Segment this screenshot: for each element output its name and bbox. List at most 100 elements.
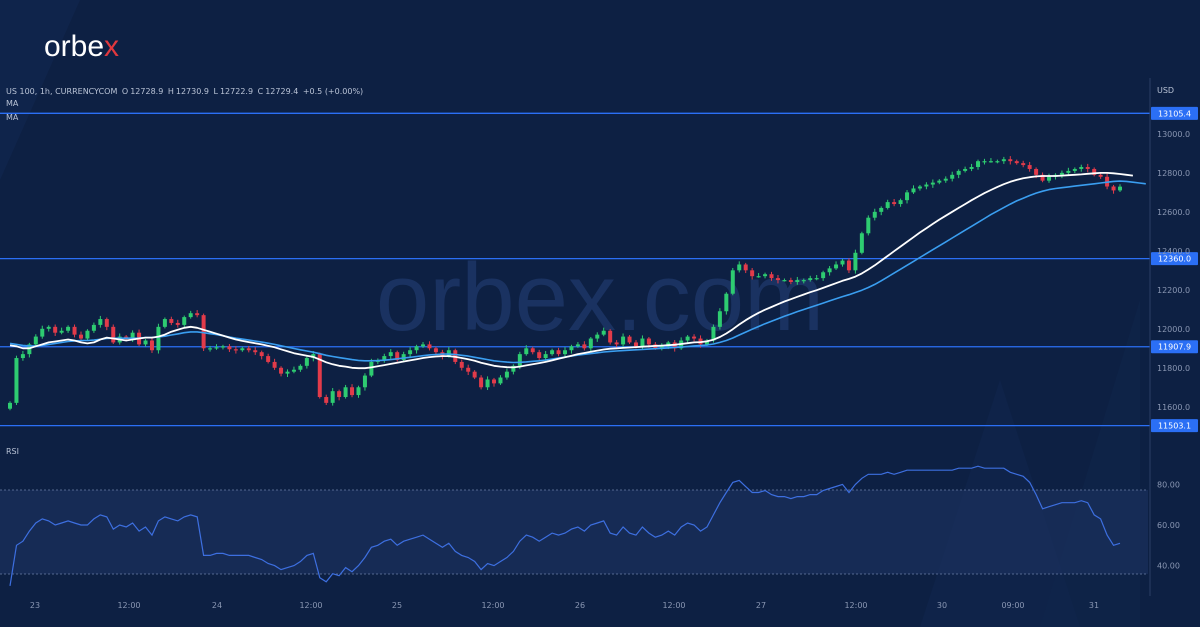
- level-label: 13105.4: [1158, 109, 1191, 118]
- candle: [930, 182, 935, 185]
- candle: [905, 192, 910, 201]
- ma-indicator-label-1[interactable]: MA: [6, 99, 19, 108]
- price-tick-label: 12400.0: [1157, 247, 1190, 256]
- candle: [892, 202, 897, 205]
- time-tick-label: 12:00: [117, 601, 140, 610]
- candle: [272, 361, 277, 368]
- candle: [879, 207, 884, 212]
- candle: [537, 352, 542, 359]
- candle: [317, 354, 322, 398]
- candle: [433, 348, 438, 353]
- candle: [711, 326, 716, 341]
- candle: [175, 322, 180, 325]
- candle: [737, 264, 742, 271]
- candle: [149, 340, 154, 351]
- candle: [485, 379, 490, 388]
- rsi-tick-label: 80.00: [1157, 480, 1180, 489]
- symbol-header: US 100, 1h, CURRENCYCOM O 12728.9 H 12730.…: [6, 87, 365, 96]
- candle: [53, 326, 58, 333]
- candle: [943, 178, 948, 181]
- candle: [337, 391, 342, 398]
- candle: [853, 252, 858, 271]
- time-axis[interactable]: 23 12:00 24 12:00 25 12:00 26 12:00 27 12:00 30 09:…: [30, 601, 1099, 610]
- candle: [608, 330, 613, 343]
- price-tick-label: 12600.0: [1157, 208, 1190, 217]
- candle: [414, 346, 419, 351]
- candle: [846, 260, 851, 271]
- candle: [446, 350, 451, 357]
- candle: [7, 402, 13, 409]
- candle: [1021, 163, 1026, 166]
- candle: [834, 264, 839, 269]
- candle: [246, 348, 251, 351]
- rsi-indicator-label[interactable]: RSI: [6, 447, 19, 456]
- candle: [343, 387, 348, 398]
- candle: [59, 330, 64, 333]
- candle: [704, 340, 709, 345]
- open-label: O: [121, 87, 129, 96]
- candle: [750, 270, 755, 277]
- candle: [614, 342, 619, 345]
- currency-label: USD: [1157, 86, 1175, 95]
- rsi-axis[interactable]: 80.00 60.00 40.00: [1157, 480, 1180, 570]
- candle: [866, 217, 871, 234]
- candle: [91, 324, 96, 331]
- time-tick-label: 12:00: [662, 601, 685, 610]
- candle: [220, 346, 225, 348]
- candle: [188, 313, 193, 318]
- candle: [304, 358, 309, 366]
- ma-indicator-label-2[interactable]: MA: [6, 113, 19, 122]
- time-tick-label: 30: [937, 601, 947, 610]
- candle: [562, 350, 568, 355]
- time-tick-label: 12:00: [844, 601, 867, 610]
- candle: [208, 348, 213, 350]
- candle: [601, 330, 606, 335]
- close-value: 12729.4: [265, 87, 299, 96]
- candle: [479, 377, 484, 388]
- time-tick-label: 31: [1089, 601, 1099, 610]
- candle: [14, 358, 19, 403]
- candle: [692, 336, 697, 339]
- level-label: 12360.0: [1158, 255, 1191, 264]
- candle: [143, 340, 148, 345]
- candle: [976, 161, 981, 168]
- candle: [1117, 186, 1123, 191]
- watermark-logo: orbex.com: [376, 244, 824, 351]
- candle: [504, 371, 509, 378]
- candle: [511, 365, 516, 372]
- candle: [1085, 167, 1090, 169]
- candle: [182, 317, 187, 325]
- candle: [743, 264, 748, 271]
- candle: [756, 276, 761, 278]
- low-value: 12722.9: [219, 87, 254, 96]
- candle: [1008, 159, 1013, 162]
- level-tag: [1151, 106, 1198, 120]
- rsi-tick-label: 60.00: [1157, 521, 1180, 530]
- candle: [633, 342, 638, 347]
- candle: [795, 280, 800, 283]
- candle: [885, 202, 890, 208]
- candle: [382, 356, 387, 360]
- candle: [730, 270, 735, 294]
- candle: [214, 347, 219, 349]
- candle: [388, 352, 393, 357]
- candle: [937, 180, 942, 183]
- candle: [640, 338, 645, 347]
- candle: [40, 328, 45, 337]
- change-value: +0.5 (+0.00%): [302, 87, 364, 96]
- candle: [111, 326, 116, 343]
- ma-slow-line: [9, 180, 1146, 364]
- candle: [1034, 168, 1039, 175]
- time-tick-label: 24: [212, 601, 222, 610]
- symbol-name[interactable]: US 100, 1h, CURRENCYCOM: [6, 87, 118, 96]
- candle: [1066, 170, 1071, 173]
- level-tag: [1151, 340, 1198, 354]
- candle: [240, 348, 245, 351]
- price-tick-label: 13000.0: [1157, 130, 1190, 139]
- candle: [285, 371, 290, 374]
- price-axis[interactable]: 13000.0 12800.0 12600.0 12400.0 12200.0 12000…: [1149, 78, 1190, 596]
- candle: [898, 200, 903, 205]
- rsi-line: [9, 465, 1121, 586]
- candle: [821, 272, 826, 279]
